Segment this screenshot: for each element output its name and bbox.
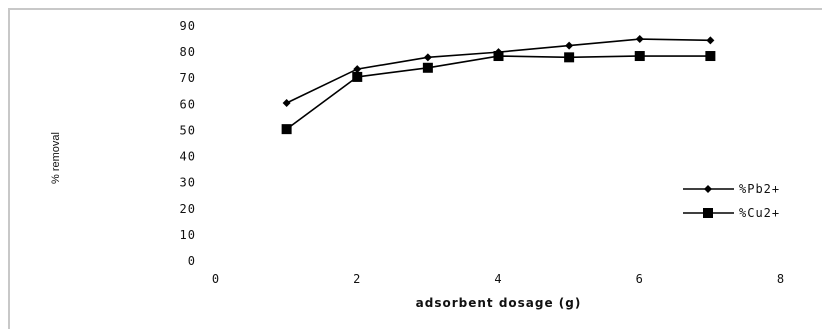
data-point <box>635 35 644 44</box>
x-tick-label: 2 <box>353 272 361 286</box>
legend: %Pb2+ %Cu2+ <box>683 182 780 220</box>
y-tick-label: 30 <box>180 176 196 190</box>
data-point <box>493 51 504 62</box>
data-point <box>281 124 292 135</box>
data-point <box>282 99 291 108</box>
legend-entry: %Pb2+ <box>683 182 780 196</box>
data-point <box>564 52 575 63</box>
series-1 <box>282 35 715 108</box>
y-tick-label: 20 <box>180 202 196 216</box>
data-point <box>705 51 716 62</box>
legend-marker <box>703 208 713 218</box>
y-tick-label: 80 <box>180 45 196 59</box>
y-tick-label: 0 <box>188 254 196 268</box>
legend-label: %Pb2+ <box>739 182 780 196</box>
series-layer <box>281 35 716 135</box>
legend-entry: %Cu2+ <box>683 206 780 220</box>
x-tick-label: 4 <box>494 272 502 286</box>
y-tick-label: 70 <box>180 71 196 85</box>
frame-top-border <box>8 8 822 10</box>
data-point <box>634 51 645 62</box>
data-point <box>423 53 432 62</box>
x-tick-label: 8 <box>777 272 785 286</box>
series-line <box>286 55 711 130</box>
legend-marker <box>704 185 712 193</box>
y-tick-label: 50 <box>180 123 196 137</box>
y-tick-label: 40 <box>180 150 196 164</box>
x-tick-label: 0 <box>212 272 220 286</box>
data-point <box>565 41 574 50</box>
frame-left-border <box>8 8 10 329</box>
data-point <box>353 65 362 74</box>
data-point <box>422 62 433 73</box>
y-axis-label: % removal <box>50 132 62 184</box>
y-tick-label: 90 <box>180 19 196 33</box>
x-tick-label: 6 <box>636 272 644 286</box>
data-point <box>352 71 363 82</box>
legend-label: %Cu2+ <box>739 206 780 220</box>
series-2 <box>281 51 716 135</box>
data-point <box>706 36 715 45</box>
x-axis-label: adsorbent dosage (g) <box>416 296 582 310</box>
y-tick-label: 60 <box>180 97 196 111</box>
x-axis-ticks: 0 2 4 6 8 <box>212 272 785 286</box>
y-tick-label: 10 <box>180 228 196 242</box>
y-axis-ticks: 0 10 20 30 40 50 60 70 80 90 <box>180 19 196 268</box>
